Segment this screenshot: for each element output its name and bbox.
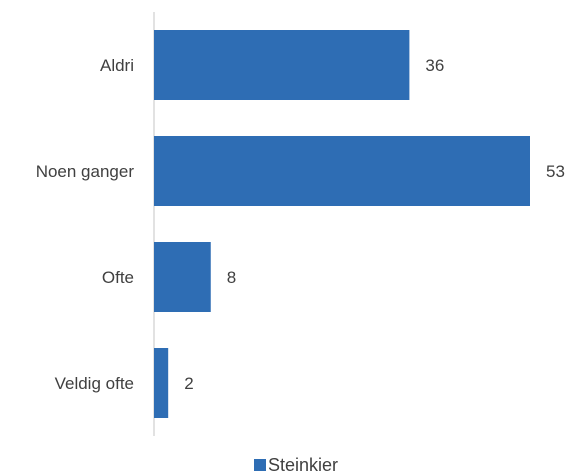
legend: Steinkier [254,455,338,475]
bar-group: Aldri 36 Noen ganger 53 Ofte 8 Veldig ofte 2 [36,30,565,418]
category-label: Veldig ofte [55,374,134,393]
data-label: 2 [184,374,193,393]
bar-aldri [154,30,410,100]
bar-veldig-ofte [154,348,169,418]
bar-noen-ganger [154,136,530,206]
data-label: 8 [227,268,236,287]
category-label: Noen ganger [36,162,135,181]
data-label: 53 [546,162,565,181]
legend-label: Steinkier [268,455,338,475]
bar-ofte [154,242,211,312]
category-label: Aldri [100,56,134,75]
data-label: 36 [425,56,444,75]
category-label: Ofte [102,268,134,287]
legend-swatch [254,459,266,471]
